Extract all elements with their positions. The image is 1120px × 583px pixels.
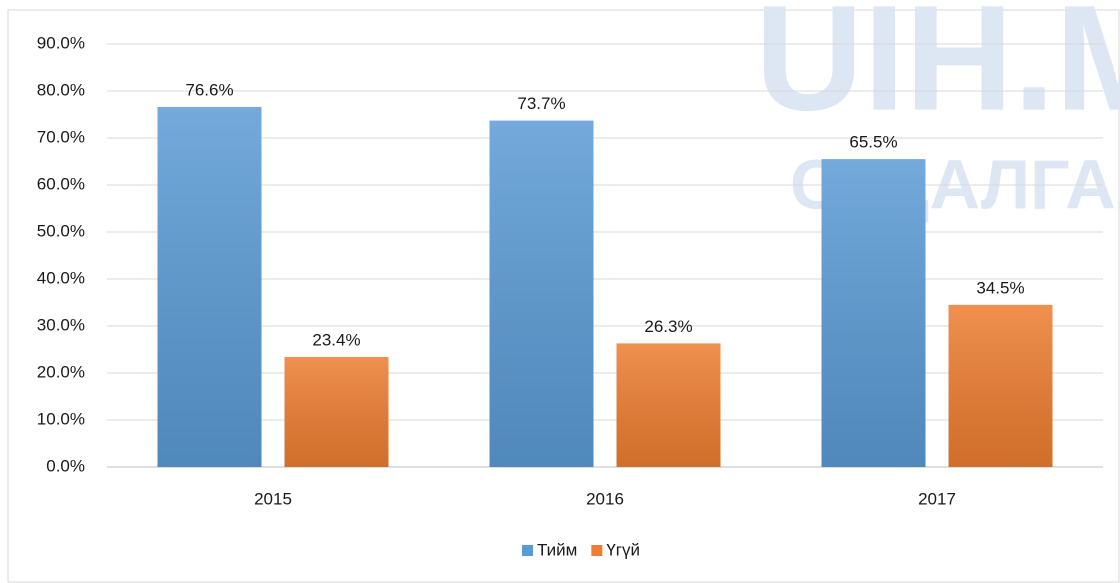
x-tick-label: 2017 [918,489,956,508]
y-tick-label: 40.0% [37,268,85,287]
x-tick-label: 2016 [586,489,624,508]
legend-label: Тийм [537,540,577,559]
data-label: 23.4% [312,331,360,350]
watermark: UIH.M [755,0,1120,142]
legend-swatch [522,545,533,556]
data-label: 26.3% [644,317,692,336]
bar-shade [157,106,262,467]
y-tick-label: 80.0% [37,80,85,99]
y-tick-label: 50.0% [37,221,85,240]
y-tick-label: 90.0% [37,33,85,52]
bar-shade [948,304,1053,467]
data-label: 65.5% [849,133,897,152]
y-tick-label: 60.0% [37,174,85,193]
y-tick-label: 10.0% [37,409,85,428]
y-tick-label: 0.0% [46,456,85,475]
data-label: 76.6% [185,80,233,99]
y-tick-label: 70.0% [37,127,85,146]
bar-shade [489,120,594,468]
y-tick-label: 20.0% [37,362,85,381]
bar-shade [821,159,926,467]
legend-label: Үгүй [606,540,640,559]
bar-shade [616,343,721,467]
legend-swatch [591,545,603,556]
x-tick-label: 2015 [254,489,292,508]
y-tick-label: 30.0% [37,315,85,334]
bar-shade [284,357,389,467]
data-label: 73.7% [517,94,565,113]
data-label: 34.5% [976,278,1024,297]
